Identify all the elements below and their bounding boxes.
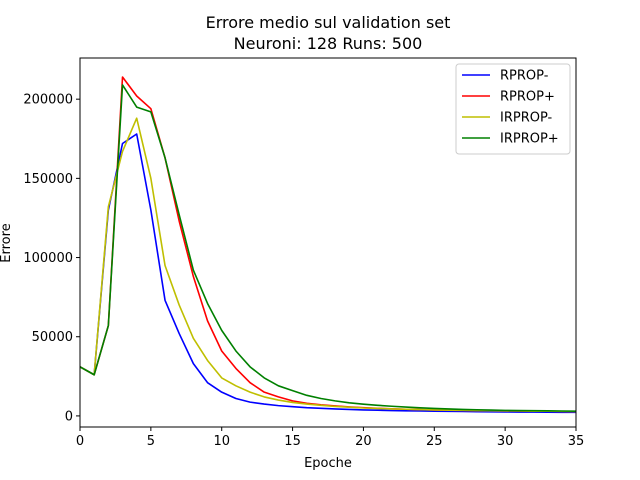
y-axis-ticks: 0 50000 100000 150000 200000 (23, 93, 80, 424)
x-axis-label: Epoche (304, 456, 352, 471)
legend-box (455, 63, 571, 155)
x-tick-label: 15 (284, 434, 301, 449)
series-line-irprop (80, 84, 576, 412)
y-tick-label: 150000 (23, 172, 73, 187)
legend-label: IRPROP+ (500, 132, 559, 147)
legend-label: RPROP+ (500, 90, 555, 105)
x-tick-label: 5 (147, 434, 155, 449)
x-tick-label: 10 (213, 434, 230, 449)
chart-title: Errore medio sul validation set (206, 13, 451, 32)
x-axis-ticks: 0 5 10 15 20 25 30 35 (76, 427, 584, 449)
x-tick-label: 25 (426, 434, 443, 449)
series-line-rprop (80, 133, 576, 414)
series-layer (80, 76, 576, 414)
legend-label: IRPROP- (500, 111, 553, 126)
x-tick-label: 20 (355, 434, 372, 449)
x-tick-label: 30 (497, 434, 514, 449)
y-tick-label: 0 (65, 409, 73, 424)
plot-frame (79, 57, 577, 428)
x-tick-label: 0 (76, 434, 84, 449)
y-tick-label: 50000 (32, 330, 73, 345)
x-tick-label: 35 (568, 434, 585, 449)
legend-label: RPROP- (500, 69, 549, 84)
chart-subtitle: Neuroni: 128 Runs: 500 (234, 34, 423, 53)
legend: RPROP- RPROP+ IRPROP- IRPROP+ (455, 63, 571, 155)
y-tick-label: 100000 (23, 251, 73, 266)
y-tick-label: 200000 (23, 93, 73, 108)
y-axis-label: Errore (0, 223, 14, 262)
